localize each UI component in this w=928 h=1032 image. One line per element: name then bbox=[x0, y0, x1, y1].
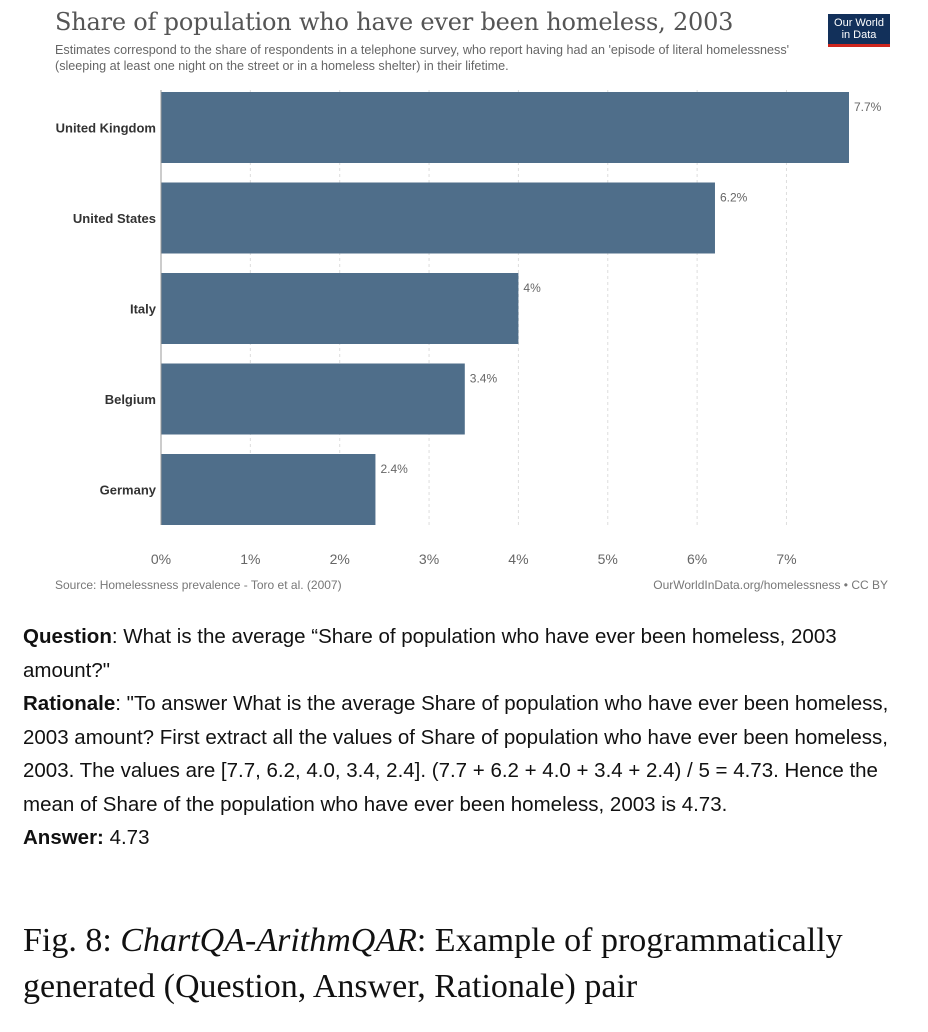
caption-name: ChartQA-ArithmQAR bbox=[120, 922, 417, 959]
bar bbox=[161, 182, 715, 254]
answer-label: Answer: bbox=[23, 826, 104, 849]
caption-rest: : Example of programmatically generated … bbox=[23, 922, 843, 1005]
question-label: Question bbox=[23, 625, 112, 648]
bar bbox=[161, 363, 465, 435]
chart-title: Share of population who have ever been h… bbox=[55, 8, 734, 36]
x-tick-label: 5% bbox=[598, 551, 618, 567]
caption-prefix: Fig. 8: bbox=[23, 922, 121, 959]
rationale-label: Rationale bbox=[23, 692, 116, 715]
bars: United Kingdom 7.7% United States 6.2% Italy… bbox=[56, 92, 882, 525]
owid-logo[interactable]: Our World in Data bbox=[828, 14, 890, 47]
bar bbox=[161, 92, 849, 163]
rationale-paragraph: Rationale: "To answer What is the averag… bbox=[23, 687, 913, 821]
logo-line-2: in Data bbox=[841, 29, 877, 41]
answer-text: 4.73 bbox=[103, 826, 150, 849]
question-paragraph: Question: What is the average “Share of … bbox=[23, 620, 913, 687]
value-label: 3.4% bbox=[470, 372, 498, 386]
category-label: United States bbox=[73, 211, 156, 226]
logo-line-1: Our World bbox=[834, 17, 884, 29]
x-tick-label: 7% bbox=[776, 551, 796, 567]
category-label: Germany bbox=[100, 483, 157, 498]
bar bbox=[161, 454, 376, 525]
value-label: 7.7% bbox=[854, 100, 882, 114]
x-tick-label: 2% bbox=[330, 551, 350, 567]
category-label: United Kingdom bbox=[56, 121, 156, 136]
rationale-text: : "To answer What is the average Share o… bbox=[23, 692, 889, 816]
category-label: Italy bbox=[130, 302, 157, 317]
question-text: : What is the average “Share of populati… bbox=[23, 625, 837, 682]
x-tick-label: 6% bbox=[687, 551, 707, 567]
value-label: 4% bbox=[523, 281, 541, 295]
chart-license[interactable]: OurWorldInData.org/homelessness • CC BY bbox=[653, 578, 888, 592]
chart-source[interactable]: Source: Homelessness prevalence - Toro e… bbox=[55, 578, 342, 592]
chart-subtitle: Estimates correspond to the share of res… bbox=[55, 43, 790, 73]
qa-block: Question: What is the average “Share of … bbox=[23, 620, 913, 855]
value-label: 2.4% bbox=[380, 462, 408, 476]
x-tick-label: 1% bbox=[240, 551, 260, 567]
figure-caption: Fig. 8: ChartQA-ArithmQAR: Example of pr… bbox=[23, 918, 913, 1010]
bar-chart: United Kingdom 7.7% United States 6.2% Italy… bbox=[56, 90, 882, 567]
category-label: Belgium bbox=[105, 392, 156, 407]
bar bbox=[161, 273, 519, 344]
answer-paragraph: Answer: 4.73 bbox=[23, 821, 913, 855]
x-axis: 0% 1% 2% 3% 4% 5% 6% 7% bbox=[151, 90, 797, 567]
x-tick-label: 4% bbox=[508, 551, 528, 567]
value-label: 6.2% bbox=[720, 191, 748, 205]
x-tick-label: 0% bbox=[151, 551, 171, 567]
x-tick-label: 3% bbox=[419, 551, 439, 567]
